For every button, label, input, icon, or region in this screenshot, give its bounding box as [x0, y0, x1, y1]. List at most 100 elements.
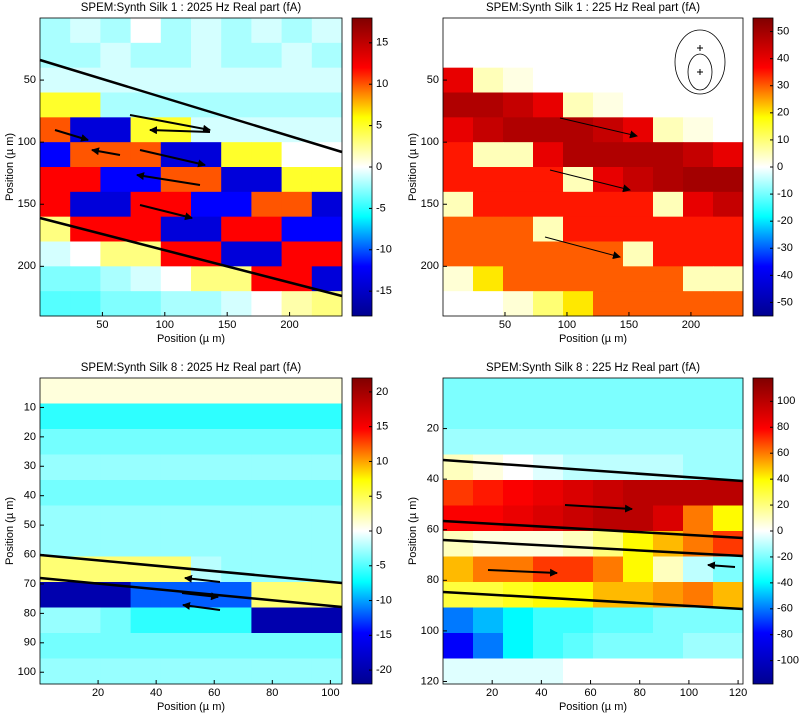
heatmap-cell	[713, 480, 744, 506]
heatmap-cell	[40, 429, 71, 455]
heatmap-cell	[191, 67, 222, 93]
colorbar-tick-label: 50	[777, 25, 789, 37]
heatmap-cell	[40, 18, 71, 44]
arrow	[54, 129, 89, 142]
heatmap-cell	[311, 556, 343, 583]
heatmap-cell	[40, 291, 71, 317]
heatmap-cell	[533, 92, 564, 118]
heatmap-cell	[40, 658, 71, 685]
heatmap-cell	[130, 167, 162, 193]
heatmap-cell	[130, 633, 162, 659]
heatmap-cell	[311, 403, 343, 430]
heatmap-cell	[623, 291, 654, 317]
heatmap-cell	[563, 607, 594, 634]
heatmap-cell	[563, 403, 594, 430]
heatmap-cell	[160, 67, 192, 93]
heatmap-cell	[100, 658, 131, 685]
heatmap-cell	[221, 291, 252, 317]
colorbar-tick-label: -10	[376, 244, 392, 256]
y-tick-label: 60	[427, 524, 439, 536]
heatmap-cell	[593, 378, 624, 404]
colorbar-tick-label: -5	[376, 202, 386, 214]
chart-title: SPEM:Synth Silk 8 : 225 Hz Real part (fA…	[486, 362, 700, 374]
heatmap-cell	[130, 191, 162, 218]
plus-marker	[697, 69, 703, 75]
heatmap-cell	[70, 378, 101, 404]
heatmap-cell	[281, 531, 313, 557]
heatmap-cell	[100, 191, 131, 218]
colorbar-tick-label: 15	[376, 37, 388, 49]
arrow	[544, 236, 621, 260]
heatmap-cell	[593, 191, 624, 218]
heatmap-cell	[563, 531, 594, 557]
heatmap-cell	[653, 658, 684, 685]
colorbar-tick-label: 20	[376, 386, 388, 398]
chart-title: SPEM:Synth Silk 8 : 2025 Hz Real part (f…	[81, 362, 302, 374]
heatmap-cell	[713, 582, 744, 608]
heatmap-cell	[503, 291, 534, 317]
heatmap-cell	[683, 117, 714, 143]
arrow	[559, 117, 638, 139]
heatmap-cell	[311, 216, 343, 242]
heatmap-cell	[311, 266, 343, 292]
heatmap-cell	[623, 633, 654, 659]
heatmap-cell	[563, 117, 594, 143]
heatmap-cell	[40, 607, 71, 634]
panel: 20 40 60 80 100102030405060708090100SPEM:Syn…	[4, 362, 392, 713]
heatmap-cell	[713, 42, 744, 69]
heatmap-cell	[191, 531, 222, 557]
x-axis-label: Position (µ m)	[157, 701, 225, 713]
heatmap-cell	[311, 142, 343, 168]
y-tick-label: 100	[18, 666, 36, 678]
heatmap-cell	[593, 92, 624, 118]
colorbar-tick-label: -60	[777, 603, 793, 615]
heatmap-cell	[221, 18, 252, 44]
colorbar-tick-label: -100	[777, 655, 799, 667]
heatmap-cell	[100, 429, 131, 455]
heatmap-cell	[40, 582, 71, 608]
heatmap-cell	[160, 480, 192, 506]
heatmap-cell	[251, 403, 282, 430]
heatmap-cell	[503, 403, 534, 430]
fiber-edge	[442, 538, 744, 558]
plus-marker	[697, 45, 703, 51]
heatmap-cell	[503, 92, 534, 118]
heatmap-cell	[623, 378, 654, 404]
y-tick-label: 20	[427, 422, 439, 434]
heatmap-cell	[683, 42, 714, 69]
heatmap-cell	[713, 403, 744, 430]
heatmap-cell	[311, 429, 343, 455]
heatmap-cell	[473, 67, 504, 93]
heatmap-cell	[251, 142, 282, 168]
y-tick-label: 20	[24, 431, 36, 443]
heatmap-cell	[281, 633, 313, 659]
heatmap-cell	[130, 142, 162, 168]
heatmap-cell	[533, 191, 564, 218]
heatmap-cell	[563, 480, 594, 506]
heatmap-cell	[40, 480, 71, 506]
heatmap-cell	[503, 454, 534, 481]
heatmap-cell	[130, 378, 162, 404]
heatmap-cell	[130, 266, 162, 292]
heatmap-cell	[653, 403, 684, 430]
heatmap-cell	[281, 480, 313, 506]
heatmap-cell	[503, 378, 534, 404]
heatmap-cell	[70, 241, 101, 267]
heatmap-cell	[100, 266, 131, 292]
heatmap-cell	[473, 117, 504, 143]
heatmap-cell	[130, 92, 162, 118]
heatmap-cell	[100, 454, 131, 481]
heatmap-cell	[623, 42, 654, 69]
heatmap-cell	[443, 607, 474, 634]
heatmap-cell	[473, 378, 504, 404]
heatmap-cell	[191, 429, 222, 455]
heatmap-cell	[100, 378, 131, 404]
heatmap-cell	[503, 266, 534, 292]
x-axis-label: Position (µ m)	[157, 333, 225, 345]
heatmap-cell	[311, 241, 343, 267]
heatmap-cell	[191, 480, 222, 506]
heatmap-cell	[653, 556, 684, 583]
colorbar-tick-label: -20	[376, 664, 392, 676]
heatmap-cell	[503, 167, 534, 193]
